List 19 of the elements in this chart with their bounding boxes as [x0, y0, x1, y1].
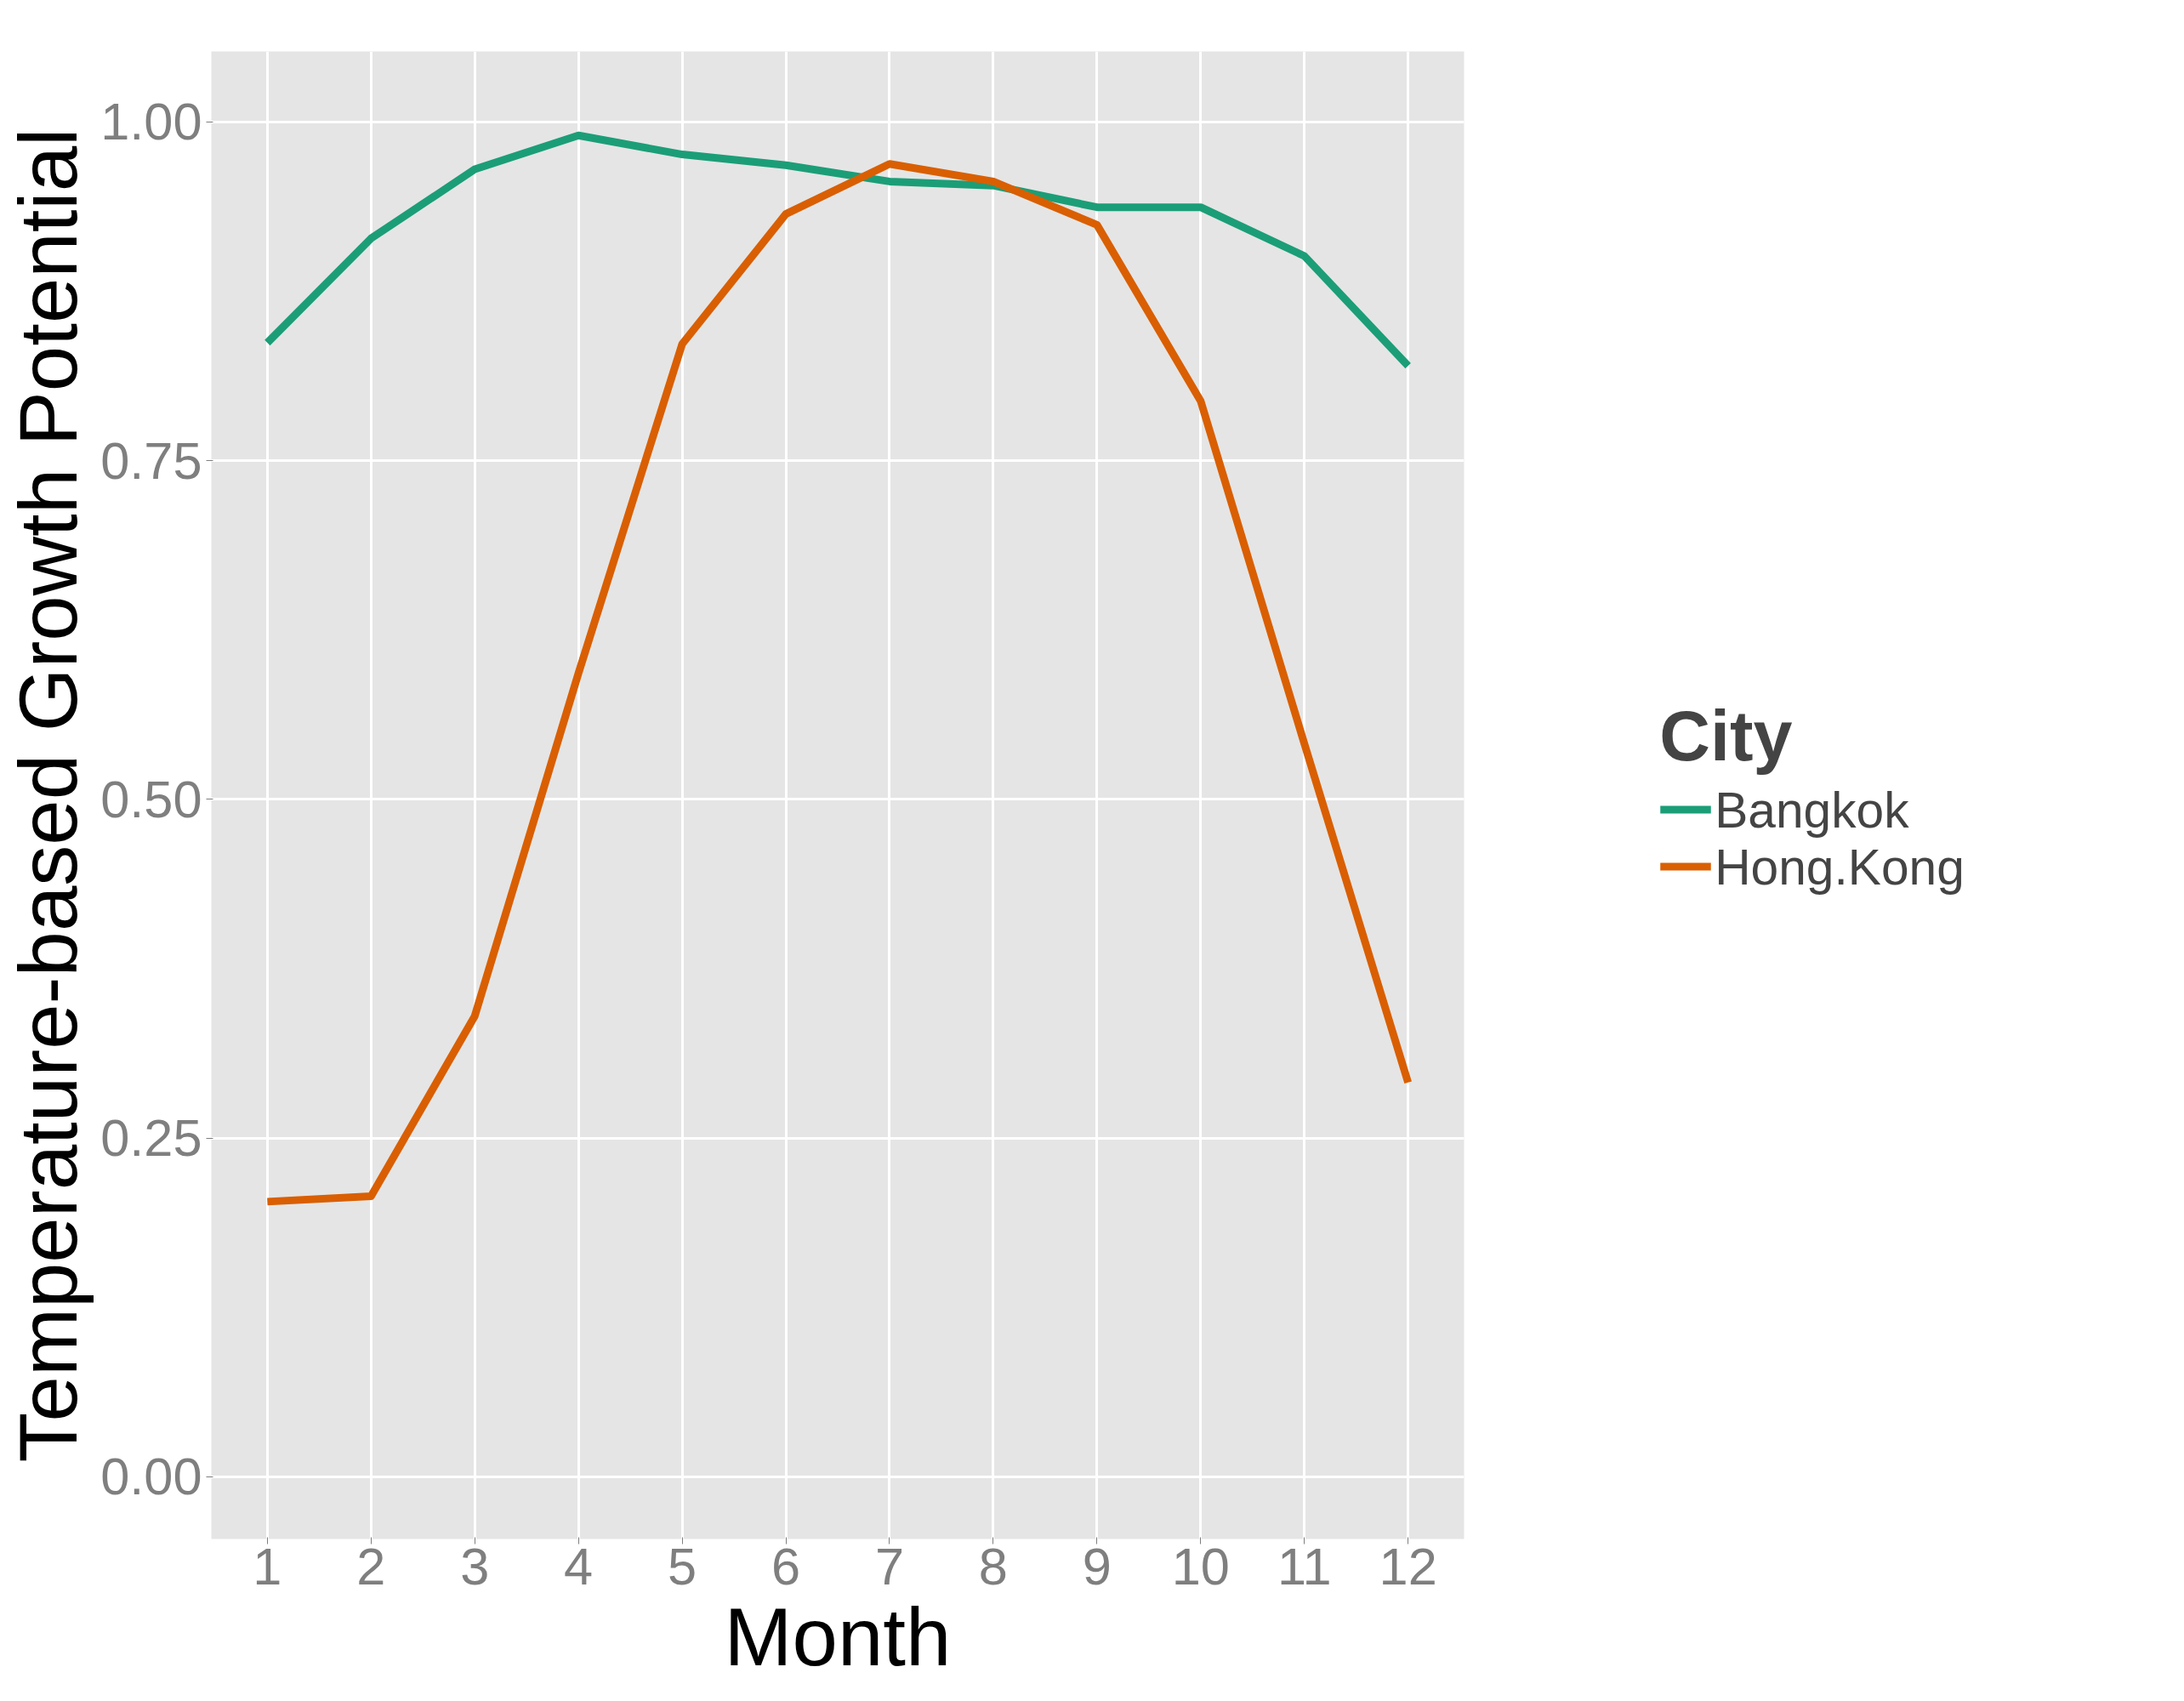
- legend-title: City: [1659, 695, 1794, 777]
- y-tick-label: 0.50: [100, 769, 202, 828]
- x-tick-label: 1: [253, 1536, 282, 1596]
- x-tick-label: 2: [356, 1536, 386, 1596]
- y-tick-label: 0.75: [100, 430, 202, 490]
- y-tick-label: 1.00: [100, 92, 202, 151]
- x-tick-label: 12: [1379, 1536, 1437, 1596]
- x-tick-label: 8: [978, 1536, 1008, 1596]
- x-tick-label: 11: [1277, 1536, 1332, 1596]
- x-tick-label: 10: [1171, 1536, 1230, 1596]
- legend-label: Bangkok: [1715, 781, 1909, 838]
- y-tick-label: 0.25: [100, 1108, 202, 1167]
- y-axis-title: Temperature-based Growth Potential: [3, 128, 94, 1463]
- x-tick-label: 3: [460, 1536, 490, 1596]
- legend-label: Hong.Kong: [1715, 838, 1965, 895]
- x-tick-label: 5: [668, 1536, 697, 1596]
- x-tick-label: 4: [564, 1536, 594, 1596]
- x-tick-label: 9: [1082, 1536, 1112, 1596]
- y-tick-label: 0.00: [100, 1447, 202, 1506]
